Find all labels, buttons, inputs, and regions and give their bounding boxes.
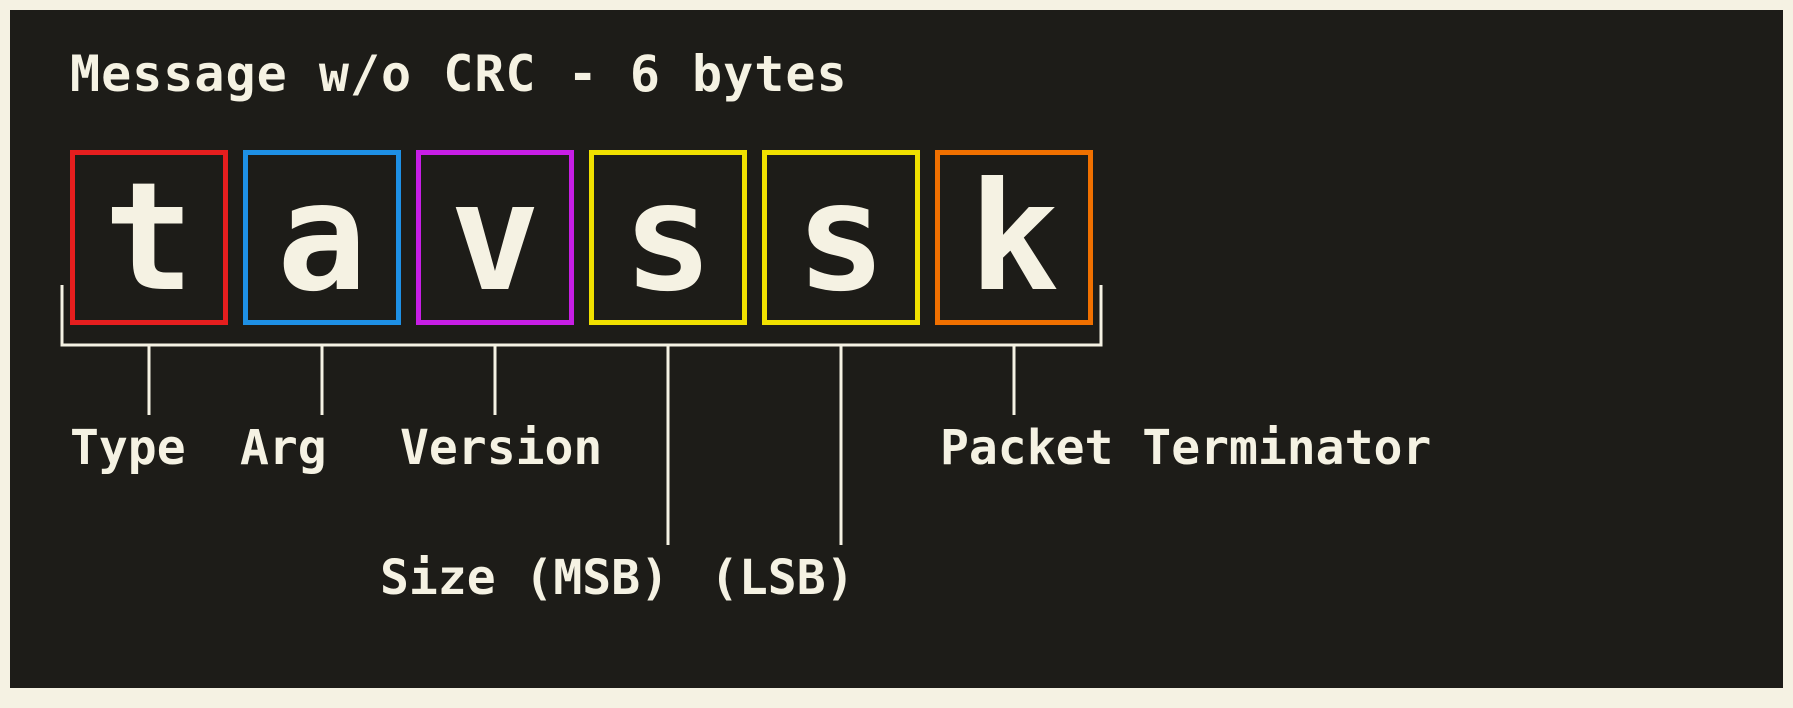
byte-char: v xyxy=(450,163,540,313)
byte-char: s xyxy=(796,163,886,313)
byte-char: a xyxy=(277,163,367,313)
label-terminator: Packet Terminator xyxy=(940,420,1431,476)
byte-box-arg: a xyxy=(243,150,401,325)
byte-box-size-lsb: s xyxy=(762,150,920,325)
byte-row: t a v s s k xyxy=(70,150,1093,325)
label-size: Size (MSB) xyxy=(380,550,669,606)
connector-lines xyxy=(10,10,1783,688)
label-lsb: (LSB) xyxy=(710,550,855,606)
byte-box-size-msb: s xyxy=(589,150,747,325)
diagram-title: Message w/o CRC - 6 bytes xyxy=(70,45,848,103)
byte-box-terminator: k xyxy=(935,150,1093,325)
byte-char: k xyxy=(969,163,1059,313)
label-version: Version xyxy=(400,420,602,476)
diagram-panel: Message w/o CRC - 6 bytes t a v s s k Ty… xyxy=(10,10,1783,688)
byte-char: t xyxy=(104,163,194,313)
label-type: Type xyxy=(70,420,186,476)
byte-char: s xyxy=(623,163,713,313)
byte-box-version: v xyxy=(416,150,574,325)
byte-box-type: t xyxy=(70,150,228,325)
label-arg: Arg xyxy=(240,420,327,476)
